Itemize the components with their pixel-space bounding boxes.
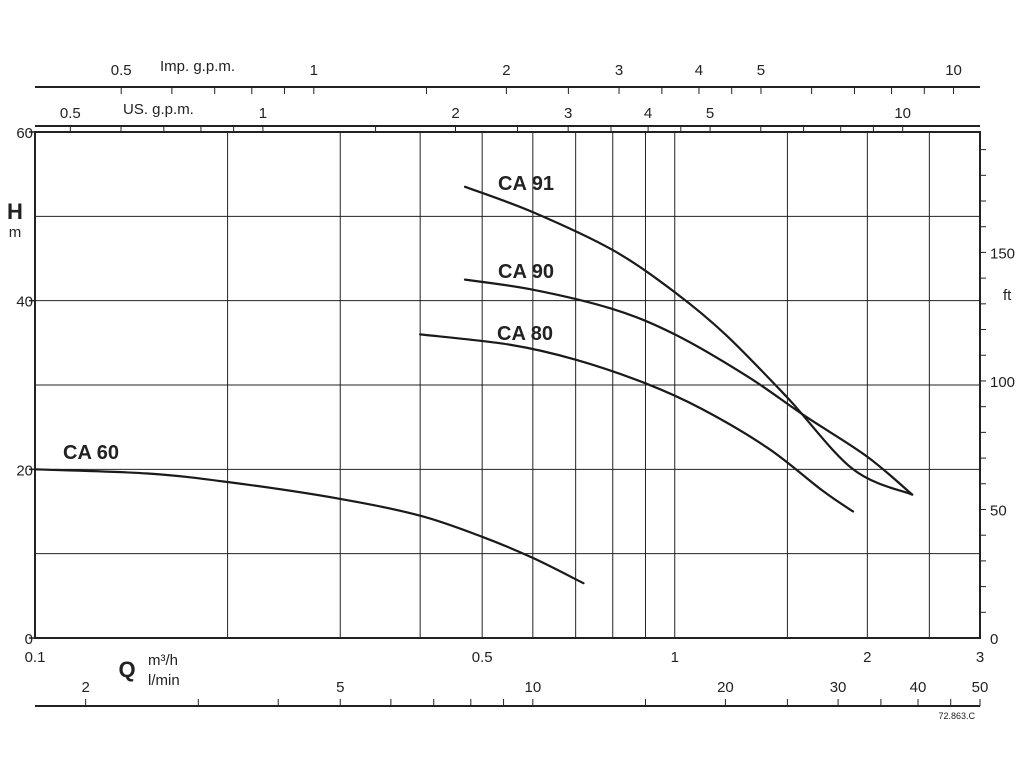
series-label-ca-60: CA 60: [63, 442, 119, 464]
curve-ca-91: [463, 185, 914, 496]
x-axis-quantity: Q: [118, 657, 135, 682]
lmin-tick-label: 2: [81, 679, 89, 696]
y-tick-label: 0: [25, 631, 33, 648]
ft-tick-label: 50: [990, 502, 1007, 519]
x-tick-label: 0.1: [25, 649, 46, 666]
x-tick-label: 0.5: [472, 649, 493, 666]
y-tick-label: 60: [16, 125, 33, 142]
impgpm-tick-label: 1: [310, 62, 318, 79]
impgpm-tick-label: 4: [695, 62, 703, 79]
usgpm-tick-label: 5: [706, 105, 714, 122]
grid-layer: [35, 132, 980, 638]
frame-layer: [29, 86, 986, 707]
usgpm-tick-label: 4: [644, 105, 652, 122]
y-axis-unit: m: [9, 224, 22, 241]
x-tick-label: 3: [976, 649, 984, 666]
x-tick-label: 2: [863, 649, 871, 666]
usgpm-axis-name: US. g.p.m.: [123, 101, 194, 118]
ft-tick-label: 0: [990, 631, 998, 648]
usgpm-tick-label: 10: [894, 105, 911, 122]
impgpm-axis-name: Imp. g.p.m.: [160, 58, 235, 75]
x-axis-unit-secondary: l/min: [148, 672, 180, 689]
figure-code: 72.863.C: [938, 711, 975, 721]
impgpm-tick-label: 5: [757, 62, 765, 79]
usgpm-tick-label: 2: [451, 105, 459, 122]
lmin-tick-label: 50: [972, 679, 989, 696]
y-tick-label: 40: [16, 294, 33, 311]
impgpm-tick-label: 3: [615, 62, 623, 79]
x-tick-label: 1: [671, 649, 679, 666]
series-label-ca-91: CA 91: [498, 173, 554, 195]
curve-ca-90: [463, 278, 914, 496]
series-label-ca-80: CA 80: [497, 323, 553, 345]
lmin-tick-label: 30: [830, 679, 847, 696]
curve-layer: [33, 185, 914, 585]
y-axis-quantity: H: [7, 199, 23, 224]
lmin-tick-label: 20: [717, 679, 734, 696]
lmin-tick-label: 10: [524, 679, 541, 696]
series-label-ca-90: CA 90: [498, 261, 554, 283]
impgpm-tick-label: 10: [945, 62, 962, 79]
lmin-tick-label: 40: [910, 679, 927, 696]
x-axis-unit-primary: m³/h: [148, 652, 178, 669]
y-tick-label: 20: [16, 462, 33, 479]
curve-ca-80: [419, 333, 855, 513]
usgpm-tick-label: 0.5: [60, 105, 81, 122]
plot-frame: [34, 131, 981, 639]
ft-tick-label: 150: [990, 245, 1015, 262]
y-axis-right-unit: ft: [1003, 287, 1012, 304]
impgpm-tick-label: 0.5: [111, 62, 132, 79]
ft-tick-label: 100: [990, 374, 1015, 391]
impgpm-tick-label: 2: [502, 62, 510, 79]
usgpm-tick-label: 1: [259, 105, 267, 122]
lmin-tick-label: 5: [336, 679, 344, 696]
curve-ca-60: [33, 468, 585, 585]
usgpm-tick-label: 3: [564, 105, 572, 122]
